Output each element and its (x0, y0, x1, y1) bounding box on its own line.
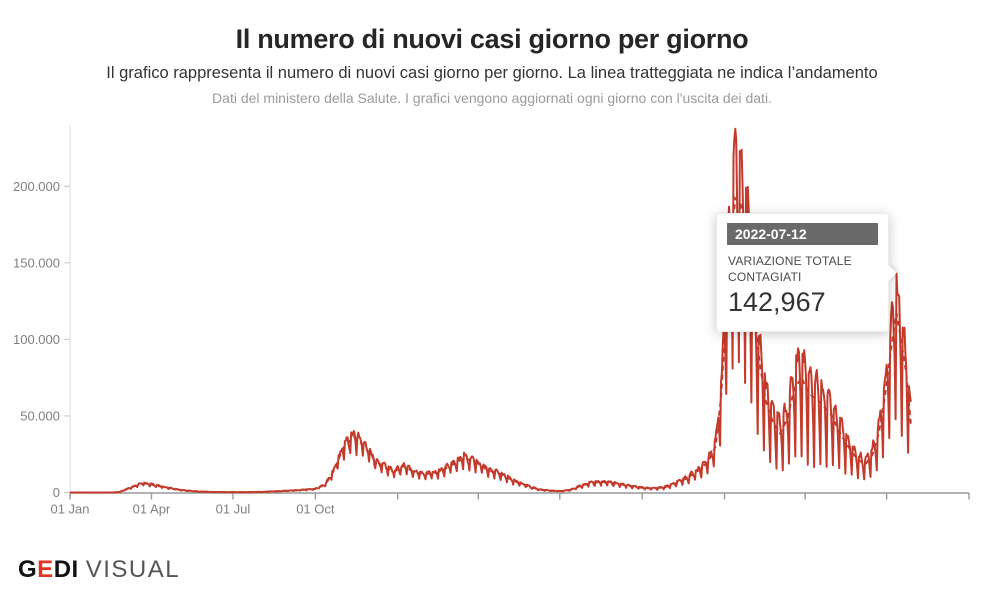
daily-series-line (69, 127, 912, 494)
svg-text:01 Jan: 01 Jan (50, 502, 89, 517)
y-axis: 0 50.000 100.000 150.000 200.000 (13, 125, 71, 500)
trend-dashed-line (70, 196, 912, 494)
logo-letter-e: E (37, 556, 54, 583)
svg-text:150.000: 150.000 (13, 255, 60, 270)
chart-tooltip: 2022-07-12 VARIAZIONE TOTALE CONTAGIATI … (716, 213, 897, 332)
page-title: Il numero di nuovi casi giorno per giorn… (235, 24, 749, 54)
logo-visual-text: VISUAL (85, 556, 181, 583)
chart-header: Il numero di nuovi casi giorno per giorn… (0, 0, 984, 106)
svg-text:0: 0 (53, 485, 60, 500)
gedi-visual-logo: GEDI VISUAL (18, 556, 180, 584)
tooltip-metric-label: VARIAZIONE TOTALE CONTAGIATI (728, 254, 852, 285)
tooltip-date: 2022-07-12 (727, 223, 878, 245)
data-source-note: Dati del ministero della Salute. I grafi… (212, 90, 772, 106)
svg-text:01 Jul: 01 Jul (216, 502, 251, 517)
svg-text:50.000: 50.000 (20, 408, 60, 423)
x-axis: 01 Jan 01 Apr 01 Jul 01 Oct (50, 492, 970, 517)
chart-subtitle: Il grafico rappresenta il numero di nuov… (106, 64, 878, 82)
logo-letter-g: G (18, 556, 38, 583)
logo-letters-di: DI (53, 556, 79, 583)
tooltip-value: 142,967 (728, 287, 826, 318)
svg-text:200.000: 200.000 (13, 179, 60, 194)
svg-text:01 Oct: 01 Oct (296, 502, 335, 517)
svg-text:100.000: 100.000 (13, 332, 60, 347)
svg-text:01 Apr: 01 Apr (133, 502, 171, 517)
